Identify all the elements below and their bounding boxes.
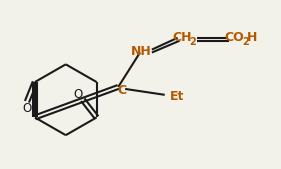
Text: 2: 2 bbox=[243, 37, 249, 47]
Text: O: O bbox=[73, 88, 82, 101]
Text: O: O bbox=[22, 102, 31, 115]
Text: 2: 2 bbox=[189, 37, 196, 47]
Text: CO: CO bbox=[224, 31, 244, 44]
Text: CH: CH bbox=[173, 31, 192, 44]
Text: Et: Et bbox=[169, 90, 184, 103]
Text: H: H bbox=[247, 31, 257, 44]
Text: NH: NH bbox=[131, 45, 151, 58]
Text: C: C bbox=[118, 84, 127, 97]
